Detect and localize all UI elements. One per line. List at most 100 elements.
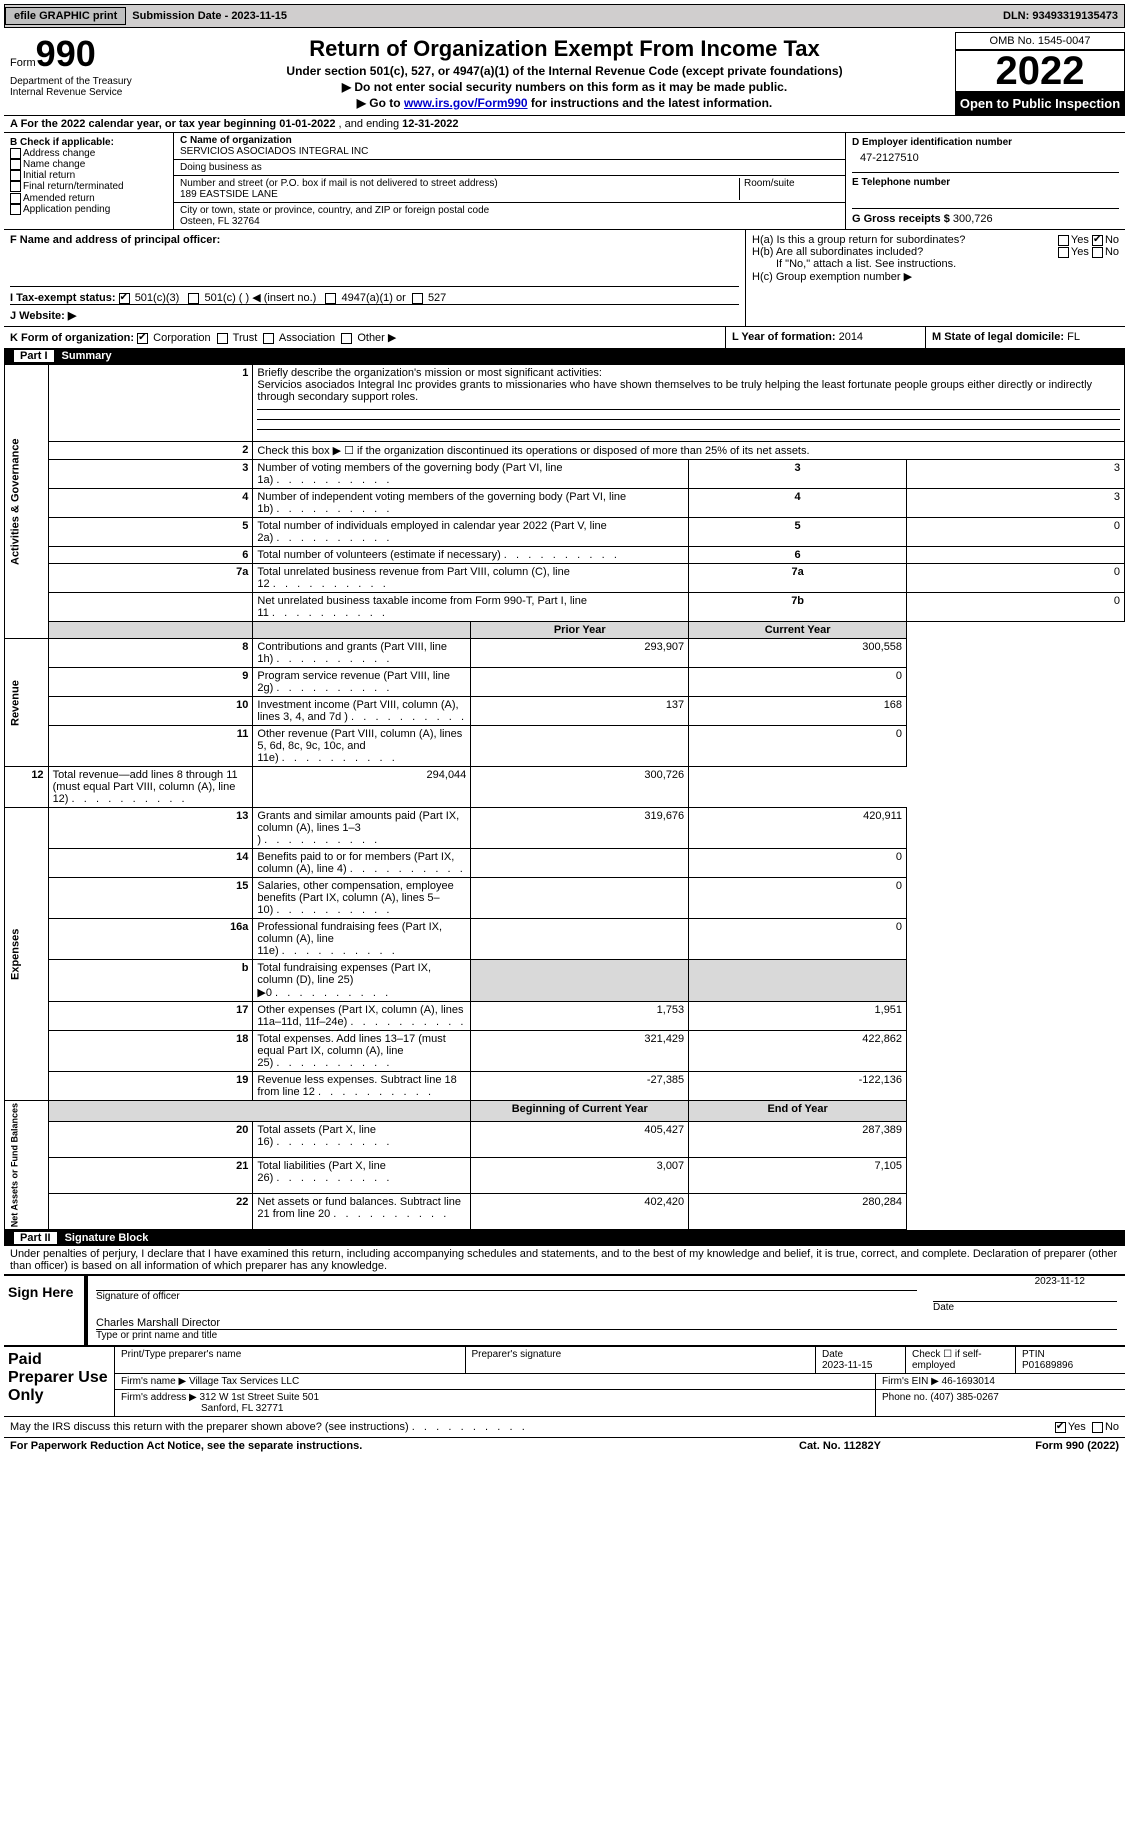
net-curr-2: 280,284 (689, 1194, 907, 1230)
opt-4947: 4947(a)(1) or (342, 292, 406, 304)
cb-hb-yes[interactable] (1058, 247, 1069, 258)
net-prior-0: 405,427 (471, 1122, 689, 1158)
sum-num-3: 6 (48, 547, 253, 564)
exp-prior-6: 321,429 (471, 1031, 689, 1072)
cb-hb-no[interactable] (1092, 247, 1103, 258)
opt-initial: Initial return (23, 170, 75, 181)
gross-label: G Gross receipts $ (852, 213, 950, 225)
cb-trust[interactable] (217, 333, 228, 344)
cb-pending[interactable] (10, 204, 21, 215)
line-a-mid: , and ending (339, 118, 403, 130)
sum-box-4: 7a (689, 564, 907, 593)
exp-num-6: 18 (48, 1031, 253, 1072)
line1-label: Briefly describe the organization's miss… (257, 367, 601, 379)
phone-value-e (852, 188, 1119, 208)
line1-text: Servicios asociados Integral Inc provide… (257, 379, 1092, 403)
rev-num-1: 9 (48, 668, 253, 697)
firm-city: Sanford, FL 32771 (201, 1403, 283, 1414)
hdr-blank (48, 622, 253, 639)
room-label: Room/suite (744, 178, 839, 189)
cb-discuss-yes[interactable] (1055, 1422, 1066, 1433)
cb-527[interactable] (412, 293, 423, 304)
sum-text-1: Number of independent voting members of … (253, 489, 689, 518)
rev-curr-3: 0 (689, 726, 907, 767)
firm-addr: 312 W 1st Street Suite 501 (200, 1392, 320, 1403)
period-end: 12-31-2022 (402, 118, 458, 130)
exp-curr-2: 0 (689, 878, 907, 919)
line-a-label: A For the 2022 calendar year, or tax yea… (10, 118, 279, 130)
firm-name-label: Firm's name ▶ (121, 1376, 186, 1387)
city-value: Osteen, FL 32764 (180, 216, 839, 227)
exp-num-0: 13 (48, 808, 253, 849)
part1-title: Summary (62, 350, 112, 362)
firm-ein-label: Firm's EIN ▶ (882, 1376, 939, 1387)
hc-label: H(c) Group exemption number ▶ (752, 270, 1119, 283)
cb-discuss-no[interactable] (1092, 1422, 1103, 1433)
cb-other[interactable] (341, 333, 352, 344)
cb-ha-yes[interactable] (1058, 235, 1069, 246)
sum-text-5: Net unrelated business taxable income fr… (253, 593, 689, 622)
cb-initial[interactable] (10, 170, 21, 181)
addr-label: Number and street (or P.O. box if mail i… (180, 178, 739, 189)
dept-treasury: Department of the Treasury Internal Reve… (10, 72, 168, 98)
sum-num-4: 7a (48, 564, 253, 593)
goto-pre: ▶ Go to (357, 96, 404, 110)
cat-no: Cat. No. 11282Y (799, 1440, 979, 1452)
cb-501c3[interactable] (119, 293, 130, 304)
rev-curr-0: 300,558 (689, 639, 907, 668)
cb-corp[interactable] (137, 333, 148, 344)
box-deg: D Employer identification number 47-2127… (845, 133, 1125, 229)
sum-val-1: 3 (907, 489, 1125, 518)
form-label: Form (10, 57, 36, 69)
rev-prior-0: 293,907 (471, 639, 689, 668)
net-curr-1: 7,105 (689, 1158, 907, 1194)
form990-link[interactable]: www.irs.gov/Form990 (404, 96, 528, 110)
net-prior-2: 402,420 (471, 1194, 689, 1230)
cb-address-change[interactable] (10, 148, 21, 159)
part1-num: Part I (14, 350, 54, 362)
cb-4947[interactable] (325, 293, 336, 304)
firm-name: Village Tax Services LLC (189, 1376, 299, 1387)
ptin-value: P01689896 (1022, 1360, 1119, 1371)
cb-name-change[interactable] (10, 159, 21, 170)
submission-date: Submission Date - 2023-11-15 (126, 10, 293, 22)
sum-val-0: 3 (907, 460, 1125, 489)
cb-amended[interactable] (10, 193, 21, 204)
prep-name-label: Print/Type preparer's name (121, 1349, 459, 1360)
paid-preparer-block: Paid Preparer Use Only Print/Type prepar… (4, 1345, 1125, 1416)
rev-prior-2: 137 (471, 697, 689, 726)
sum-box-3: 6 (689, 547, 907, 564)
prep-date-label: Date (822, 1349, 899, 1360)
exp-curr-3: 0 (689, 919, 907, 960)
sum-text-4: Total unrelated business revenue from Pa… (253, 564, 689, 593)
opt-corp: Corporation (153, 332, 210, 344)
state-label: M State of legal domicile: (932, 331, 1064, 343)
form-header: Form990 Department of the Treasury Inter… (4, 32, 1125, 115)
officer-name: Charles Marshall Director (96, 1317, 1117, 1330)
rev-curr-2: 168 (689, 697, 907, 726)
section-fh: F Name and address of principal officer:… (4, 229, 1125, 326)
sig-date-label: Date (933, 1302, 1125, 1313)
box-c: C Name of organization SERVICIOS ASOCIAD… (174, 133, 845, 229)
cb-final[interactable] (10, 181, 21, 192)
discuss-row: May the IRS discuss this return with the… (4, 1416, 1125, 1437)
cb-ha-no[interactable] (1092, 235, 1103, 246)
cb-501c[interactable] (188, 293, 199, 304)
officer-label: F Name and address of principal officer: (10, 234, 220, 246)
efile-print-button[interactable]: efile GRAPHIC print (5, 7, 126, 25)
period-begin: 01-01-2022 (279, 118, 335, 130)
box-b-label: B Check if applicable: (10, 137, 167, 148)
exp-curr-6: 422,862 (689, 1031, 907, 1072)
net-text-2: Net assets or fund balances. Subtract li… (253, 1194, 471, 1230)
rev-text-0: Contributions and grants (Part VIII, lin… (253, 639, 471, 668)
rev-curr-4: 300,726 (471, 767, 689, 808)
summary-table: Activities & Governance 1 Briefly descri… (4, 364, 1125, 1230)
officer-name-label: Type or print name and title (96, 1330, 1117, 1341)
exp-num-1: 14 (48, 849, 253, 878)
discuss-no: No (1105, 1421, 1119, 1433)
dln: DLN: 93493319135473 (997, 10, 1124, 22)
sum-box-1: 4 (689, 489, 907, 518)
section-klm: K Form of organization: Corporation Trus… (4, 326, 1125, 348)
cb-assoc[interactable] (263, 333, 274, 344)
opt-pending: Application pending (23, 204, 110, 215)
